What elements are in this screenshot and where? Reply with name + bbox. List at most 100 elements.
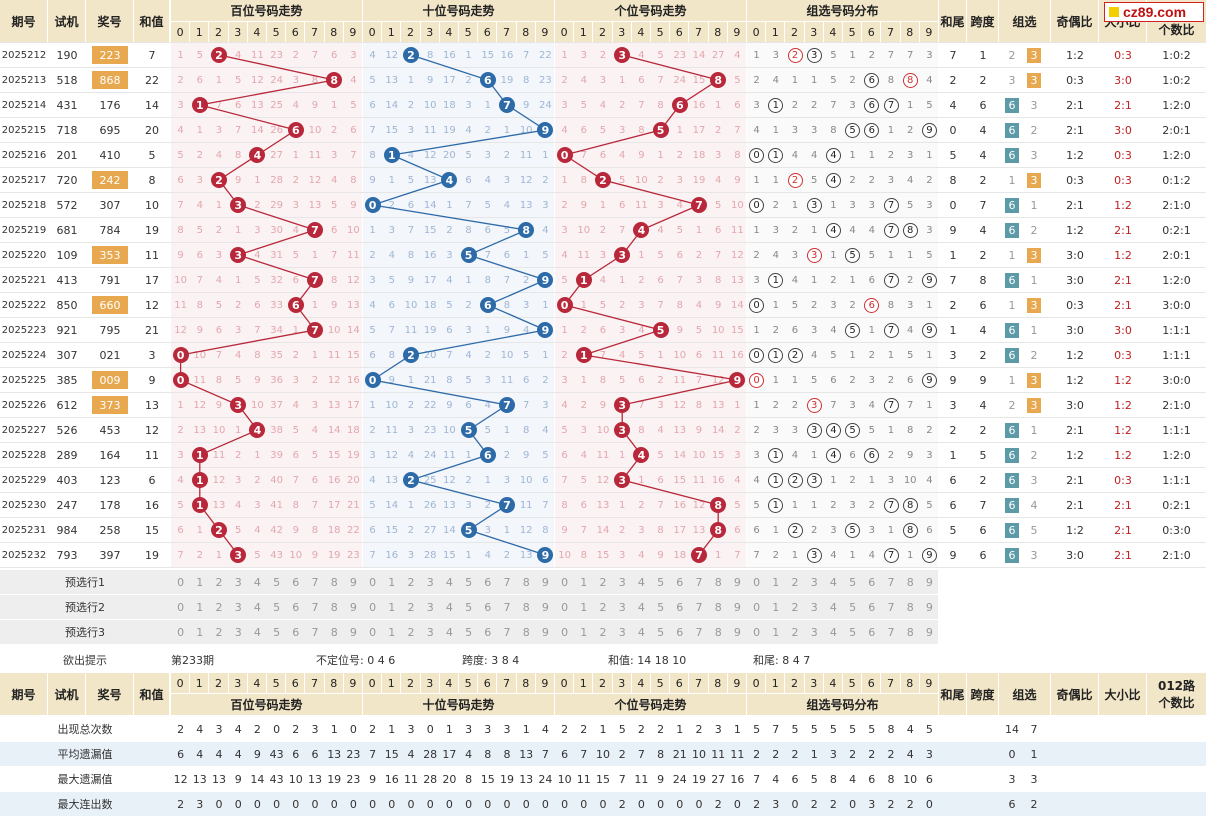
header-issue[interactable]: 期号 <box>0 0 47 42</box>
preselect-digit-ge[interactable]: 3 <box>618 600 626 614</box>
preselect-digit-bai[interactable]: 7 <box>311 625 319 639</box>
preselect-digit-ge[interactable]: 0 <box>561 575 569 589</box>
preselect-digit-zx[interactable]: 1 <box>772 625 780 639</box>
preselect-digit-shi[interactable]: 1 <box>388 625 396 639</box>
preselect-digit-bai[interactable]: 6 <box>292 625 300 639</box>
preselect-digit-shi[interactable]: 3 <box>426 600 434 614</box>
preselect-digit-ge[interactable]: 3 <box>618 575 626 589</box>
preselect-digit-ge[interactable]: 7 <box>695 600 703 614</box>
preselect-digit-ge[interactable]: 5 <box>657 625 665 639</box>
preselect-digit-shi[interactable]: 9 <box>541 575 549 589</box>
preselect-digit-shi[interactable]: 2 <box>407 625 415 639</box>
preselect-digit-zx[interactable]: 6 <box>868 600 876 614</box>
preselect-digit-shi[interactable]: 9 <box>541 600 549 614</box>
preselect-digit-ge[interactable]: 8 <box>714 575 722 589</box>
preselect-digit-bai[interactable]: 1 <box>196 625 204 639</box>
preselect-digit-zx[interactable]: 8 <box>906 625 914 639</box>
preselect-digit-ge[interactable]: 3 <box>618 625 626 639</box>
preselect-digit-ge[interactable]: 9 <box>733 575 741 589</box>
preselect-digit-zx[interactable]: 7 <box>887 600 895 614</box>
preselect-digit-bai[interactable]: 7 <box>311 600 319 614</box>
preselect-digit-zx[interactable]: 7 <box>887 575 895 589</box>
preselect-digit-zx[interactable]: 8 <box>906 575 914 589</box>
preselect-digit-zx[interactable]: 3 <box>810 600 818 614</box>
preselect-digit-shi[interactable]: 9 <box>541 625 549 639</box>
preselect-digit-bai[interactable]: 6 <box>292 600 300 614</box>
preselect-digit-zx[interactable]: 4 <box>829 575 837 589</box>
preselect-digit-ge[interactable]: 4 <box>637 575 645 589</box>
preselect-digit-zx[interactable]: 4 <box>829 600 837 614</box>
preselect-digit-shi[interactable]: 7 <box>503 600 511 614</box>
preselect-digit-shi[interactable]: 4 <box>445 625 453 639</box>
preselect-digit-bai[interactable]: 3 <box>234 575 242 589</box>
preselect-digit-zx[interactable]: 5 <box>849 600 857 614</box>
preselect-digit-shi[interactable]: 2 <box>407 575 415 589</box>
preselect-digit-bai[interactable]: 9 <box>349 600 357 614</box>
preselect-digit-zx[interactable]: 3 <box>810 575 818 589</box>
preselect-digit-ge[interactable]: 2 <box>599 600 607 614</box>
preselect-digit-shi[interactable]: 1 <box>388 575 396 589</box>
preselect-digit-bai[interactable]: 4 <box>253 575 261 589</box>
preselect-digit-shi[interactable]: 4 <box>445 600 453 614</box>
preselect-digit-shi[interactable]: 7 <box>503 575 511 589</box>
preselect-digit-bai[interactable]: 9 <box>349 625 357 639</box>
preselect-digit-shi[interactable]: 1 <box>388 600 396 614</box>
preselect-digit-ge[interactable]: 5 <box>657 575 665 589</box>
preselect-digit-bai[interactable]: 8 <box>330 625 338 639</box>
preselect-digit-zx[interactable]: 0 <box>753 600 761 614</box>
preselect-digit-bai[interactable]: 8 <box>330 600 338 614</box>
preselect-digit-bai[interactable]: 2 <box>215 575 223 589</box>
preselect-digit-shi[interactable]: 4 <box>445 575 453 589</box>
preselect-digit-zx[interactable]: 8 <box>906 600 914 614</box>
preselect-digit-zx[interactable]: 0 <box>753 575 761 589</box>
preselect-digit-zx[interactable]: 2 <box>791 600 799 614</box>
preselect-digit-ge[interactable]: 0 <box>561 600 569 614</box>
preselect-digit-bai[interactable]: 7 <box>311 575 319 589</box>
preselect-digit-bai[interactable]: 3 <box>234 600 242 614</box>
footer-header-issue[interactable]: 期号 <box>0 673 47 715</box>
preselect-digit-bai[interactable]: 1 <box>196 575 204 589</box>
preselect-digit-bai[interactable]: 4 <box>253 600 261 614</box>
preselect-digit-ge[interactable]: 2 <box>599 575 607 589</box>
preselect-digit-shi[interactable]: 8 <box>522 575 530 589</box>
preselect-digit-ge[interactable]: 6 <box>676 575 684 589</box>
preselect-digit-zx[interactable]: 5 <box>849 575 857 589</box>
preselect-digit-ge[interactable]: 7 <box>695 625 703 639</box>
preselect-digit-bai[interactable]: 5 <box>273 575 281 589</box>
preselect-digit-zx[interactable]: 1 <box>772 575 780 589</box>
preselect-digit-ge[interactable]: 7 <box>695 575 703 589</box>
preselect-digit-bai[interactable]: 9 <box>349 575 357 589</box>
preselect-digit-ge[interactable]: 4 <box>637 625 645 639</box>
preselect-digit-shi[interactable]: 0 <box>369 600 377 614</box>
preselect-digit-ge[interactable]: 9 <box>733 625 741 639</box>
preselect-digit-ge[interactable]: 4 <box>637 600 645 614</box>
preselect-digit-shi[interactable]: 3 <box>426 625 434 639</box>
preselect-digit-ge[interactable]: 1 <box>580 625 588 639</box>
preselect-digit-shi[interactable]: 8 <box>522 625 530 639</box>
preselect-digit-ge[interactable]: 1 <box>580 600 588 614</box>
preselect-digit-bai[interactable]: 0 <box>177 625 185 639</box>
preselect-digit-zx[interactable]: 7 <box>887 625 895 639</box>
preselect-digit-ge[interactable]: 6 <box>676 625 684 639</box>
preselect-digit-shi[interactable]: 6 <box>484 600 492 614</box>
preselect-digit-zx[interactable]: 6 <box>868 575 876 589</box>
preselect-digit-shi[interactable]: 6 <box>484 625 492 639</box>
preselect-digit-bai[interactable]: 4 <box>253 625 261 639</box>
preselect-digit-shi[interactable]: 6 <box>484 575 492 589</box>
preselect-digit-zx[interactable]: 1 <box>772 600 780 614</box>
preselect-digit-shi[interactable]: 0 <box>369 575 377 589</box>
preselect-digit-shi[interactable]: 7 <box>503 625 511 639</box>
preselect-digit-ge[interactable]: 2 <box>599 625 607 639</box>
preselect-digit-shi[interactable]: 8 <box>522 600 530 614</box>
preselect-digit-bai[interactable]: 2 <box>215 600 223 614</box>
preselect-digit-bai[interactable]: 6 <box>292 575 300 589</box>
preselect-digit-zx[interactable]: 5 <box>849 625 857 639</box>
preselect-digit-shi[interactable]: 3 <box>426 575 434 589</box>
preselect-digit-bai[interactable]: 0 <box>177 575 185 589</box>
site-logo[interactable]: cz89.com <box>1104 2 1204 22</box>
preselect-digit-ge[interactable]: 8 <box>714 600 722 614</box>
preselect-digit-zx[interactable]: 9 <box>925 575 933 589</box>
preselect-digit-bai[interactable]: 2 <box>215 625 223 639</box>
preselect-digit-zx[interactable]: 9 <box>925 625 933 639</box>
preselect-digit-zx[interactable]: 9 <box>925 600 933 614</box>
